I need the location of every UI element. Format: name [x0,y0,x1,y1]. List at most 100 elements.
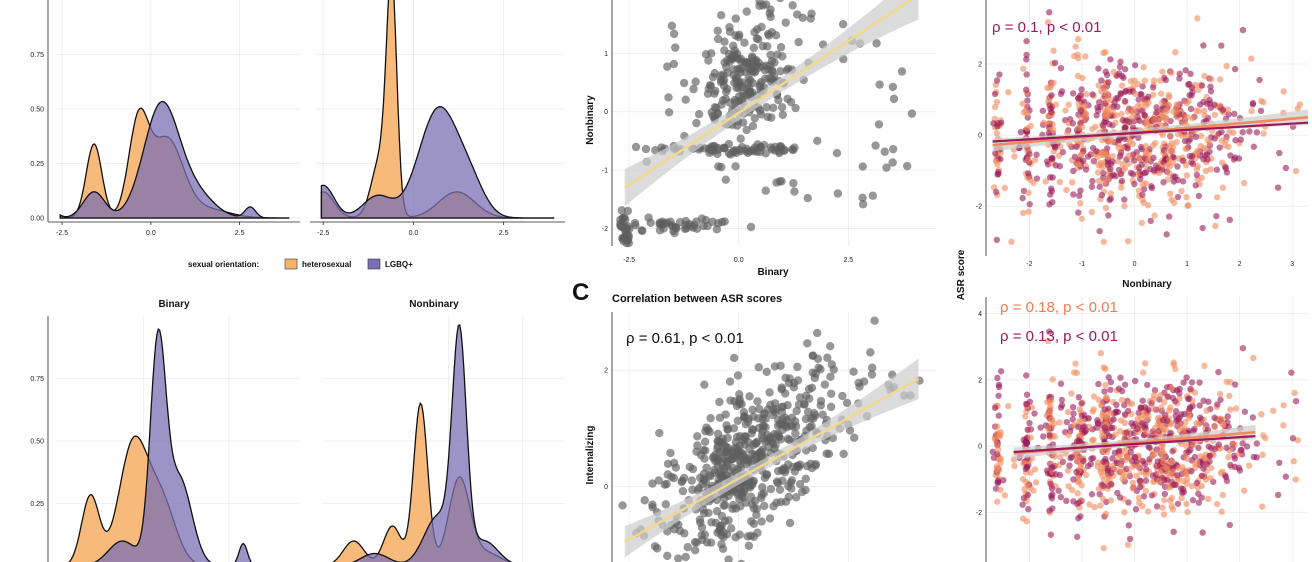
fit-line-series-b [992,121,1309,143]
x-tick-label: 2.5 [235,230,245,237]
data-point [1183,374,1190,381]
data-point [693,441,702,450]
data-point [1019,209,1027,217]
y-tick-label: 0.00 [30,216,44,223]
data-point [1159,416,1167,424]
data-point [1149,91,1157,99]
data-point [1226,128,1233,136]
data-point [655,428,664,438]
data-point [1208,75,1215,83]
data-point [1160,459,1167,466]
data-point [1151,387,1159,394]
data-point [1147,217,1154,225]
stat-label: ρ = 0.61, p < 0.01 [626,330,744,347]
data-point [1160,511,1168,518]
data-point [757,517,766,526]
data-point [1282,164,1290,172]
data-point [1188,84,1196,92]
data-point [678,486,688,496]
data-point [1248,107,1255,115]
data-point [1172,365,1179,373]
data-point [1274,184,1282,191]
data-point [1183,442,1190,450]
data-point [1033,175,1041,182]
density-bottom-panel-2 [322,316,565,562]
data-point [1017,128,1025,136]
data-point [1191,389,1199,396]
data-point [717,540,726,549]
data-point [1237,447,1244,454]
data-point [1069,416,1076,423]
data-point [1073,468,1080,476]
data-point [1049,174,1056,181]
data-point [667,472,676,482]
data-point [1090,157,1098,165]
data-point [1170,528,1177,536]
data-point [1158,99,1166,106]
data-point [1195,444,1202,452]
x-tick-label: -1 [1079,261,1085,268]
data-point [771,408,780,417]
data-point [1216,76,1224,83]
data-point [1102,394,1110,402]
data-point [1062,107,1069,114]
data-point [1027,434,1034,441]
data-point [1213,212,1220,220]
data-point [1097,349,1105,357]
data-point [775,485,785,494]
data-point [731,437,741,447]
data-point [758,434,768,443]
data-point [809,414,818,423]
data-point [1105,79,1112,86]
data-point [1091,503,1098,511]
data-point [826,341,835,351]
data-point [765,388,774,397]
data-point [1125,499,1132,506]
data-point [991,90,999,98]
data-point [1159,454,1166,461]
data-point [781,413,790,423]
data-point [1150,77,1158,84]
data-point [731,31,740,40]
data-point [737,559,746,562]
data-point [777,383,787,392]
data-point [1219,420,1226,427]
data-point [743,532,752,541]
data-point [1294,437,1302,444]
data-point [1047,492,1055,500]
data-point [1216,390,1224,398]
data-point [1195,420,1202,428]
data-point [754,35,763,44]
data-point [788,145,797,154]
data-point [1040,433,1047,440]
data-point [1163,476,1171,484]
data-point [867,363,877,372]
data-point [1135,409,1142,417]
data-point [746,75,755,85]
data-point [748,405,757,415]
data-point [1103,90,1111,97]
x-tick-label: -2.5 [56,230,68,237]
data-point [1064,467,1072,474]
data-point [791,493,801,502]
data-point [767,113,776,122]
data-point [725,23,734,32]
data-point [1019,501,1026,508]
data-point [1121,66,1129,73]
data-point [1231,65,1239,73]
data-point [1137,90,1144,98]
data-point [1078,400,1085,407]
data-point [731,14,740,23]
data-point [1213,194,1221,201]
data-point [1201,152,1209,159]
data-point [1169,448,1176,455]
data-point [664,108,674,117]
data-point [1094,417,1101,424]
strip-label-nonbinary: Nonbinary [409,299,459,310]
data-point [1082,166,1090,173]
data-point [1020,65,1027,72]
density-lgbq-area [59,100,290,219]
data-point [1074,35,1082,43]
data-point [1121,97,1129,105]
